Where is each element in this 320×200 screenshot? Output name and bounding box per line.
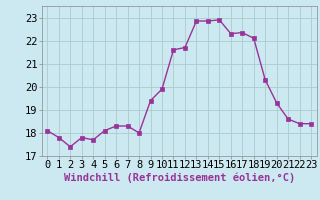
X-axis label: Windchill (Refroidissement éolien,°C): Windchill (Refroidissement éolien,°C) (64, 173, 295, 183)
